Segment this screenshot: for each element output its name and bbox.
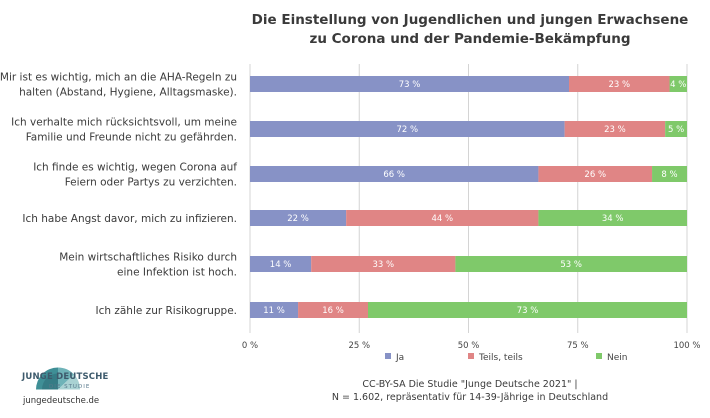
- logo-icon: [36, 367, 80, 390]
- grid-lines: [249, 64, 688, 333]
- bar-segment: [346, 210, 539, 226]
- data-label: 22 %: [287, 214, 309, 224]
- category-label: Familie und Freunde nicht zu gefährden.: [26, 132, 237, 144]
- bar-segment: [564, 121, 666, 137]
- bar-segment: [538, 210, 687, 226]
- bar-segment: [665, 121, 687, 137]
- chart-title-line-1: Die Einstellung von Jugendlichen und jun…: [251, 12, 689, 28]
- category-label: Ich finde es wichtig, wegen Corona auf: [33, 162, 237, 174]
- bar-segment: [455, 256, 687, 272]
- bar-segment: [250, 256, 312, 272]
- data-label: 23 %: [608, 80, 630, 90]
- bar-segment: [538, 166, 653, 182]
- bar-segment: [250, 166, 539, 182]
- category-label: Feiern oder Partys zu verzichten.: [65, 177, 237, 189]
- x-tick-label: 100 %: [673, 341, 700, 351]
- category-label: Ich verhalte mich rücksichtsvoll, um mei…: [11, 117, 237, 129]
- data-label: 23 %: [604, 125, 626, 135]
- data-label: 44 %: [431, 214, 453, 224]
- x-tick-label: 50 %: [458, 341, 480, 351]
- data-label: 73 %: [399, 80, 421, 90]
- data-label: 16 %: [322, 306, 344, 316]
- legend-swatch: [596, 353, 602, 359]
- bar-segment: [250, 210, 347, 226]
- bar-segment: [250, 302, 299, 318]
- category-labels: Mir ist es wichtig, mich an die AHA-Rege…: [0, 72, 237, 318]
- data-label: 53 %: [560, 260, 582, 270]
- logo-url: jungedeutsche.de: [23, 396, 100, 406]
- category-label: Ich zähle zur Risikogruppe.: [96, 305, 238, 317]
- bar-segment: [250, 121, 565, 137]
- bar-segment: [669, 76, 687, 92]
- x-tick-labels: 0 % 25 % 50 % 75 % 100 %: [242, 341, 701, 351]
- x-tick-label: 0 %: [242, 341, 258, 351]
- legend-label: Teils, teils: [478, 353, 523, 363]
- data-label: 5 %: [668, 125, 684, 135]
- category-label: Mir ist es wichtig, mich an die AHA-Rege…: [0, 72, 237, 84]
- data-label: 66 %: [383, 170, 405, 180]
- bar-segment: [298, 302, 368, 318]
- logo-name: JUNGE DEUTSCHE: [22, 372, 109, 382]
- data-label: 4 %: [670, 80, 686, 90]
- category-label: eine Infektion ist hoch.: [117, 267, 237, 279]
- category-label: Ich habe Angst davor, mich zu infizieren…: [22, 213, 237, 225]
- logo-subtitle: DIE STUDIE: [49, 384, 91, 390]
- category-label: Mein wirtschaftliches Risiko durch: [59, 252, 237, 264]
- legend-label: Nein: [607, 353, 627, 363]
- data-label: 26 %: [584, 170, 606, 180]
- category-label: halten (Abstand, Hygiene, Alltagsmaske).: [19, 87, 237, 99]
- bar-segment: [250, 76, 570, 92]
- legend: Ja Teils, teils Nein: [385, 353, 627, 363]
- data-label: 14 %: [270, 260, 292, 270]
- legend-swatch: [385, 353, 391, 359]
- data-label: 11 %: [263, 306, 285, 316]
- legend-swatch: [468, 353, 474, 359]
- x-tick-label: 75 %: [567, 341, 589, 351]
- data-label: 34 %: [602, 214, 624, 224]
- legend-label: Ja: [395, 353, 404, 363]
- footer-line-1: CC-BY-SA Die Studie "Junge Deutsche 2021…: [362, 379, 578, 390]
- data-label: 8 %: [661, 170, 677, 180]
- bar-segment: [367, 302, 687, 318]
- x-tick-label: 25 %: [348, 341, 370, 351]
- footer-line-2: N = 1.602, repräsentativ für 14-39-Jähri…: [331, 392, 609, 403]
- chart-title-line-2: zu Corona und der Pandemie-Bekämpfung: [309, 31, 631, 47]
- bar-segment: [569, 76, 670, 92]
- bar-segment: [311, 256, 456, 272]
- data-label: 33 %: [372, 260, 394, 270]
- bar-segment: [652, 166, 687, 182]
- data-label: 72 %: [397, 125, 419, 135]
- data-label: 73 %: [517, 306, 539, 316]
- bars: 73 % 23 % 4 % 72 % 23 % 5 % 66 % 26 % 8 % 22 % 44 …: [250, 76, 687, 318]
